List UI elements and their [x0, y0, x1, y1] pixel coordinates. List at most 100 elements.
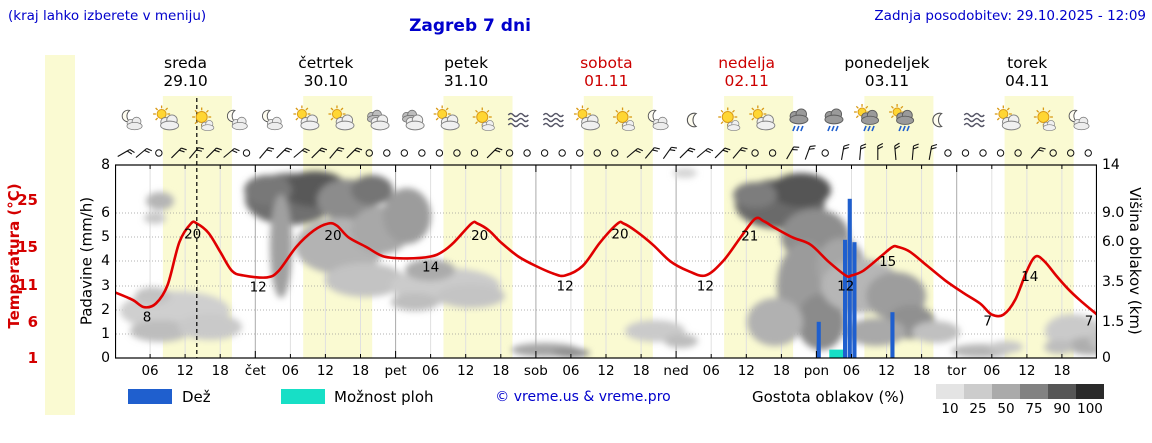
cloud-icon: [126, 116, 143, 131]
x-axis-tick: 18: [632, 363, 650, 379]
cloud-icon: [756, 114, 776, 131]
cloud-density-shading: [120, 168, 1096, 358]
x-axis-tick: 12: [737, 363, 755, 379]
temperature-label: 12: [557, 279, 574, 295]
wind-barb-icon: [311, 147, 328, 159]
wind-calm-icon: [751, 149, 759, 157]
day-date: 01.11: [584, 72, 629, 90]
temperature-label: 12: [250, 280, 267, 296]
x-axis-tick: 06: [702, 363, 720, 379]
density-scale-tick: 10: [941, 401, 959, 417]
sun-icon: [293, 105, 311, 123]
wind-barb-icon: [714, 147, 731, 159]
density-scale-cell: [964, 384, 992, 399]
height-axis-tick: 14: [1102, 157, 1120, 173]
shower-legend-label: Možnost ploh: [334, 388, 434, 406]
fog-icon: [507, 112, 529, 128]
day-date: 31.10: [443, 72, 489, 90]
location-hint: (kraj lahko izberete v meniju): [8, 8, 207, 24]
density-scale-tick: 100: [1077, 401, 1103, 417]
page-title: Zagreb 7 dni: [409, 16, 531, 36]
rain-bar: [843, 239, 848, 358]
temperature-label: 21: [741, 229, 758, 245]
wind-calm-icon: [435, 149, 444, 157]
temperature-label: 20: [324, 228, 341, 244]
density-scale-cell: [1020, 384, 1048, 399]
raindrops-icon: [792, 125, 804, 132]
cloud-icon: [580, 114, 600, 131]
moon-icon: [262, 109, 271, 123]
cloud-icon: [652, 116, 669, 131]
cloud-icon: [266, 116, 283, 131]
x-axis-tick: 18: [492, 363, 510, 379]
wind-calm-icon: [821, 149, 829, 157]
precip-axis-tick: 2: [101, 302, 110, 318]
raindrops-icon: [863, 125, 875, 132]
x-axis-tick: ned: [663, 363, 689, 379]
day-name: sreda: [164, 54, 207, 72]
height-axis-tick: 9.0: [1102, 205, 1125, 221]
wind-barb-icon: [928, 143, 938, 160]
raindrops-icon: [898, 125, 910, 132]
raindrops-icon: [827, 125, 839, 132]
cloud-icon: [405, 114, 425, 131]
wind-barb-icon: [223, 147, 240, 158]
cloud-icon: [440, 114, 460, 131]
wind-barb-icon: [679, 147, 696, 159]
wind-barb-icon: [626, 147, 644, 158]
moon-icon: [647, 109, 657, 123]
cloud-icon: [481, 120, 495, 132]
x-axis-tick: pet: [384, 363, 407, 379]
day-date: 30.10: [303, 72, 348, 90]
moon-icon: [686, 112, 698, 128]
wind-barb-icon: [346, 147, 363, 159]
density-scale-tick: 50: [997, 401, 1015, 417]
wind-barb-icon: [135, 147, 153, 158]
height-axis-tick: 0: [1102, 350, 1111, 366]
day-date: 03.11: [864, 72, 910, 90]
wind-calm-icon: [400, 149, 409, 157]
fog-icon: [542, 112, 564, 128]
wind-barb-icon: [804, 145, 816, 160]
moon-icon: [932, 112, 943, 128]
day-name: četrtek: [298, 54, 354, 72]
y-axis-label-cloud-height: Višina oblakov (km): [1126, 187, 1144, 335]
density-scale-cell: [1076, 384, 1104, 399]
wind-calm-icon: [768, 149, 777, 157]
wind-calm-icon: [593, 149, 601, 157]
day-name: ponedeljek: [844, 54, 930, 72]
wind-calm-icon: [418, 149, 426, 157]
cloud-density-label: Gostota oblakov (%): [752, 388, 905, 406]
precip-axis-tick: 3: [101, 278, 110, 294]
wind-barb-icon: [911, 143, 919, 161]
wind-barb-icon: [1030, 147, 1046, 159]
wind-calm-icon: [575, 149, 584, 157]
x-axis-tick: pon: [803, 363, 830, 379]
wind-calm-icon: [470, 149, 479, 157]
precip-axis-tick: 8: [101, 157, 110, 173]
day-header-nedelja: nedelja 02.11: [676, 54, 817, 90]
temperature-label: 15: [879, 254, 896, 270]
wind-calm-icon: [523, 149, 531, 157]
temperature-label: 20: [611, 227, 628, 243]
density-scale-tick: 90: [1053, 401, 1071, 417]
wind-barb-icon: [644, 147, 660, 159]
cloud-icon: [824, 108, 844, 125]
temperature-label: 8: [143, 309, 152, 325]
x-axis-tick: 06: [281, 363, 299, 379]
wind-barb-icon: [276, 147, 293, 159]
x-axis-tick: 12: [877, 363, 896, 379]
height-axis-tick: 3.5: [1102, 274, 1125, 290]
cloud-icon: [727, 120, 741, 132]
day-name: petek: [444, 54, 489, 72]
precip-axis-tick: 6: [101, 205, 110, 221]
x-axis-tick: 12: [316, 363, 335, 379]
site-credit-link[interactable]: © vreme.us & vreme.pro: [495, 389, 671, 405]
wind-barb-icon: [188, 147, 204, 159]
cloud-icon: [231, 116, 248, 131]
day-date: 02.11: [724, 72, 769, 90]
rain-legend-swatch: [128, 389, 172, 404]
moon-icon: [121, 109, 131, 123]
temp-axis-tick: 1: [27, 349, 38, 367]
y-axis-label-precipitation: Padavine (mm/h): [77, 196, 96, 326]
